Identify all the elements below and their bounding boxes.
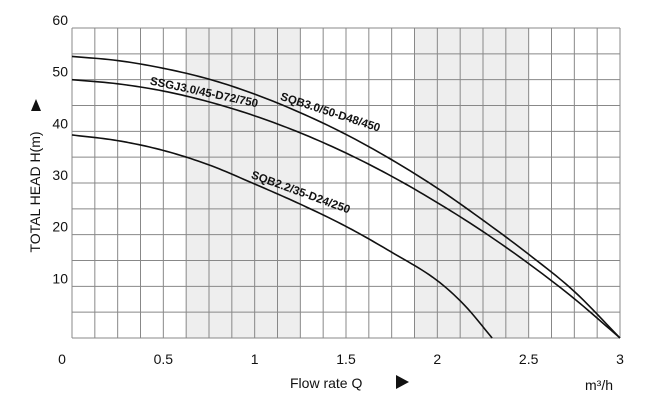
y-tick-label-5: 60 <box>52 12 68 28</box>
x-tick-label-3: 1.5 <box>336 351 356 367</box>
y-tick-label-4: 50 <box>52 64 68 80</box>
x-tick-label-0: 0 <box>58 351 66 367</box>
y-tick-label-0: 10 <box>52 270 68 286</box>
x-tick-label-2: 1 <box>251 351 259 367</box>
curves <box>71 55 621 339</box>
x-tick-label-6: 3 <box>616 351 624 367</box>
y-axis-title: TOTAL HEAD H(m) <box>27 131 43 252</box>
y-tick-label-3: 40 <box>52 115 68 131</box>
curve-series-3 <box>71 134 493 339</box>
x-tick-label-5: 2.5 <box>519 351 539 367</box>
tick-labels: 0 0.5 1 1.5 2 2.5 3 10 20 30 40 50 60 <box>52 12 624 367</box>
x-axis-unit: m³/h <box>585 377 613 393</box>
y-tick-label-1: 20 <box>52 219 68 235</box>
y-tick-label-2: 30 <box>52 167 68 183</box>
curve-series-2 <box>71 78 621 339</box>
x-axis-arrow-icon <box>396 375 409 389</box>
x-tick-label-4: 2 <box>433 351 441 367</box>
x-tick-label-1: 0.5 <box>154 351 174 367</box>
grid <box>71 27 621 339</box>
y-axis-arrow-icon <box>31 99 41 111</box>
x-axis-title: Flow rate Q <box>290 375 362 391</box>
curve-series-1 <box>71 55 621 339</box>
